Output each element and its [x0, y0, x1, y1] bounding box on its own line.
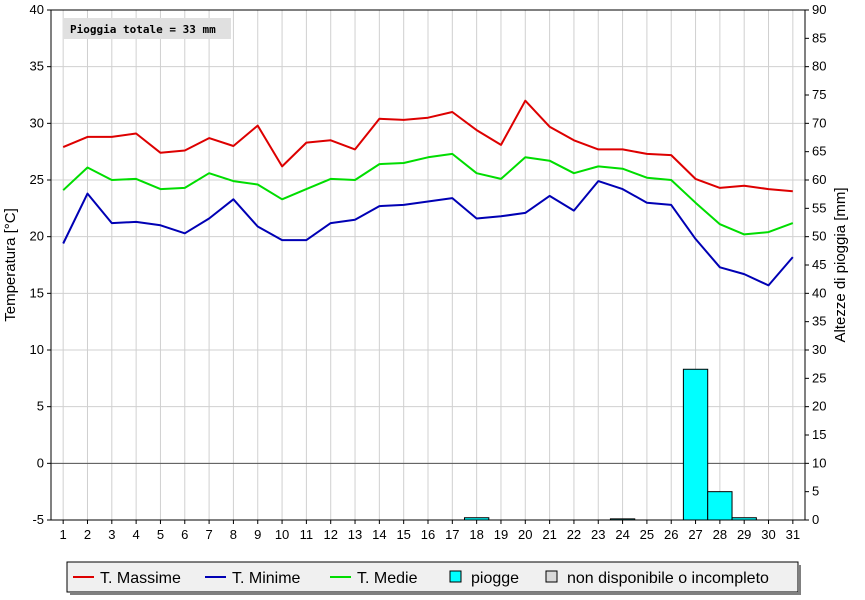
left-tick-label: 20	[30, 229, 44, 244]
x-tick-label: 12	[323, 527, 337, 542]
x-tick-label: 6	[181, 527, 188, 542]
legend-box-marker	[545, 570, 558, 583]
right-tick-label: 65	[812, 144, 826, 159]
series-line-t-minime	[62, 180, 794, 287]
right-tick-label: 60	[812, 172, 826, 187]
legend-label: T. Massime	[100, 570, 181, 587]
x-tick-label: 31	[786, 527, 800, 542]
x-tick-label: 27	[688, 527, 702, 542]
right-tick-label: 55	[812, 200, 826, 215]
legend-shadow-right	[798, 565, 801, 595]
x-tick-label: 2	[84, 527, 91, 542]
rain-bars	[463, 368, 757, 521]
x-tick-label: 25	[640, 527, 654, 542]
right-tick-label: 15	[812, 427, 826, 442]
right-tick-label: 10	[812, 455, 826, 470]
right-tick-label: 20	[812, 399, 826, 414]
left-tick-label: 40	[30, 2, 44, 17]
total-rain-text: Pioggia totale = 33 mm	[70, 23, 216, 36]
x-tick-label: 24	[615, 527, 629, 542]
right-tick-label: 80	[812, 59, 826, 74]
total-rain-annotation: Pioggia totale = 33 mm	[64, 18, 231, 39]
legend-label: T. Minime	[232, 570, 301, 587]
x-axis-ticks: 1 2 3 4 5 6 7 8 9 10 11 12 13 14 15 16 17 18 19 20 21 22 23 24 2…	[60, 520, 800, 542]
x-tick-label: 20	[518, 527, 532, 542]
x-tick-label: 3	[108, 527, 115, 542]
right-tick-label: 90	[812, 2, 826, 17]
y2-axis-title: Altezze di pioggia [mm]	[832, 187, 849, 342]
right-tick-label: 0	[812, 512, 819, 527]
right-tick-label: 70	[812, 115, 826, 130]
x-tick-label: 22	[567, 527, 581, 542]
left-axis-ticks: -5 0 5 10 15 20 25 30 35 40	[30, 2, 51, 527]
left-tick-label: 30	[30, 115, 44, 130]
x-tick-label: 4	[133, 527, 140, 542]
legend-label: T. Medie	[357, 570, 418, 587]
right-tick-label: 40	[812, 285, 826, 300]
right-tick-label: 30	[812, 342, 826, 357]
rain-bar-day-27	[682, 368, 709, 521]
right-tick-label: 85	[812, 30, 826, 45]
legend-label: piogge	[471, 570, 519, 587]
x-tick-label: 1	[60, 527, 67, 542]
x-tick-label: 16	[421, 527, 435, 542]
x-tick-label: 19	[494, 527, 508, 542]
left-tick-label: 35	[30, 59, 44, 74]
legend-box-marker	[449, 570, 462, 583]
x-tick-label: 8	[230, 527, 237, 542]
x-tick-label: 11	[300, 527, 314, 542]
x-tick-label: 30	[761, 527, 775, 542]
y-axis-title: Temperatura [°C]	[2, 208, 19, 322]
right-tick-label: 5	[812, 484, 819, 499]
x-tick-label: 23	[591, 527, 605, 542]
x-tick-label: 7	[205, 527, 212, 542]
x-tick-label: 21	[542, 527, 556, 542]
left-tick-label: 10	[30, 342, 44, 357]
x-tick-label: 18	[469, 527, 483, 542]
left-tick-label: 25	[30, 172, 44, 187]
right-axis-ticks: 0 5 10 15 20 25 30 35 40 45 50 55 60 65 70 75 80 85 90	[805, 2, 826, 527]
temperature-lines	[62, 99, 794, 287]
series-line-t-massime	[62, 99, 793, 193]
series-line-t-medie	[62, 152, 794, 236]
x-tick-label: 26	[664, 527, 678, 542]
x-tick-label: 15	[396, 527, 410, 542]
right-tick-label: 35	[812, 314, 826, 329]
right-tick-label: 45	[812, 257, 826, 272]
left-tick-label: 5	[37, 399, 44, 414]
right-tick-label: 25	[812, 370, 826, 385]
x-tick-label: 10	[275, 527, 289, 542]
left-tick-label: 15	[30, 285, 44, 300]
x-tick-label: 14	[372, 527, 386, 542]
legend-box	[66, 561, 799, 593]
x-tick-label: 5	[157, 527, 164, 542]
x-tick-label: 13	[348, 527, 362, 542]
legend-label: non disponibile o incompleto	[567, 570, 769, 587]
x-tick-label: 17	[445, 527, 459, 542]
x-tick-label: 9	[254, 527, 261, 542]
left-tick-label: 0	[37, 455, 44, 470]
right-tick-label: 50	[812, 229, 826, 244]
right-tick-label: 75	[812, 87, 826, 102]
left-tick-label: -5	[32, 512, 44, 527]
legend-shadow-bottom	[70, 592, 801, 595]
x-tick-label: 29	[737, 527, 751, 542]
x-tick-label: 28	[713, 527, 727, 542]
legend: T. Massime T. Minime T. Medie piogge non dis…	[66, 561, 801, 595]
rain-bar-day-28	[707, 491, 733, 521]
